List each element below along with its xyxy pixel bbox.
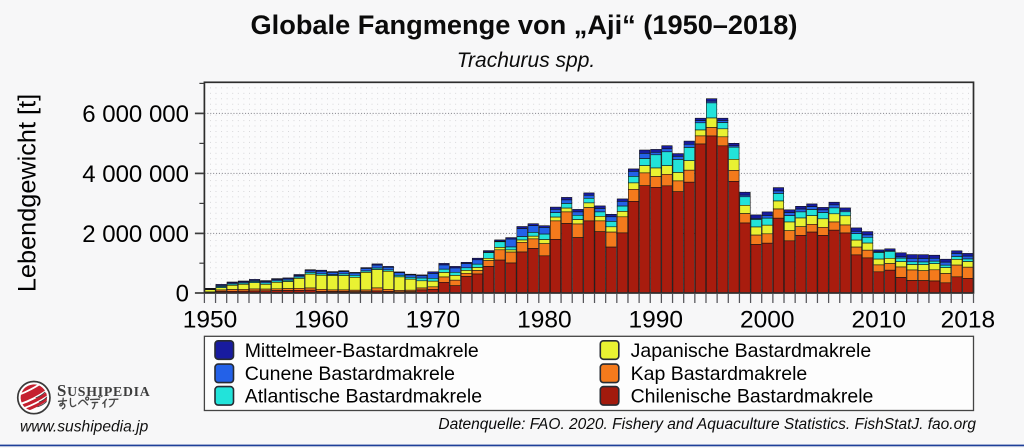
svg-text:SUSHIPEDIA: SUSHIPEDIA — [57, 381, 151, 400]
svg-text:1990: 1990 — [629, 306, 684, 333]
svg-text:2 000 000: 2 000 000 — [82, 221, 189, 248]
svg-text:Trachurus spp.: Trachurus spp. — [457, 49, 596, 72]
svg-text:Kap Bastardmakrele: Kap Bastardmakrele — [631, 363, 808, 385]
svg-text:1960: 1960 — [294, 306, 349, 333]
svg-text:Mittelmeer-Bastardmakrele: Mittelmeer-Bastardmakrele — [245, 340, 479, 362]
svg-text:1970: 1970 — [406, 306, 461, 333]
svg-text:Globale Fangmenge von „Aji“ (1: Globale Fangmenge von „Aji“ (1950–2018) — [251, 9, 798, 40]
svg-text:Datenquelle: FAO. 2020. Fisher: Datenquelle: FAO. 2020. Fishery and Aqua… — [438, 416, 976, 433]
svg-text:2000: 2000 — [740, 306, 795, 333]
svg-text:Cunene Bastardmakrele: Cunene Bastardmakrele — [245, 363, 455, 385]
svg-text:0: 0 — [176, 281, 189, 308]
svg-text:1980: 1980 — [517, 306, 572, 333]
svg-text:Lebendgewicht [t]: Lebendgewicht [t] — [14, 94, 42, 292]
svg-text:Atlantische Bastardmakrele: Atlantische Bastardmakrele — [245, 386, 482, 408]
svg-text:4 000 000: 4 000 000 — [82, 161, 189, 188]
svg-text:Japanische Bastardmakrele: Japanische Bastardmakrele — [631, 340, 872, 362]
svg-text:6 000 000: 6 000 000 — [82, 101, 189, 128]
svg-text:Chilenische Bastardmakrele: Chilenische Bastardmakrele — [631, 386, 874, 408]
svg-text:2010: 2010 — [852, 306, 907, 333]
svg-text:www.sushipedia.jp: www.sushipedia.jp — [20, 418, 149, 435]
svg-text:2018: 2018 — [941, 306, 996, 333]
svg-text:1950: 1950 — [183, 306, 238, 333]
